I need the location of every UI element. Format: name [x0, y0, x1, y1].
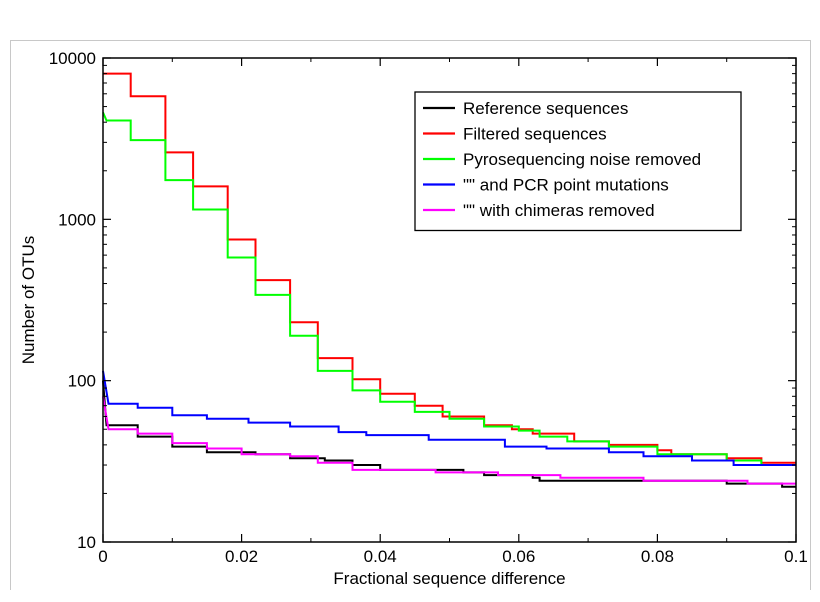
series-line-3 [102, 112, 796, 466]
x-tick-label: 0.02 [225, 547, 258, 566]
y-tick-label: 10000 [49, 49, 96, 68]
plot-area [102, 72, 796, 488]
y-axis-title: Number of OTUs [19, 236, 38, 364]
axes: 0 0.02 0.04 0.06 0.08 0.1 10 100 1000 10000 [49, 49, 808, 566]
legend-label-2: Filtered sequences [463, 125, 607, 144]
image-frame [10, 40, 811, 590]
legend-label-5: "" with chimeras removed [463, 201, 655, 220]
legend-label-3: Pyrosequencing noise removed [463, 150, 701, 169]
x-tick-label: 0.1 [784, 547, 808, 566]
x-tick-label: 0 [98, 547, 107, 566]
legend-box [414, 91, 742, 232]
x-axis-title: Fractional sequence difference [333, 569, 565, 588]
legend: Reference sequences Filtered sequences Pyr… [414, 91, 742, 232]
y-tick-label: 100 [68, 372, 96, 391]
x-tick-label: 0.06 [502, 547, 535, 566]
legend-label-1: Reference sequences [463, 99, 628, 118]
y-tick-label: 10 [77, 533, 96, 552]
y-tick-label: 1000 [58, 210, 96, 229]
series-line-4 [102, 370, 796, 466]
x-tick-label: 0.08 [641, 547, 674, 566]
x-tick-label: 0.04 [364, 547, 397, 566]
series-line-5 [102, 396, 796, 485]
legend-label-4: "" and PCR point mutations [463, 176, 669, 195]
series-line-1 [102, 380, 796, 488]
series-line-2 [103, 72, 796, 464]
